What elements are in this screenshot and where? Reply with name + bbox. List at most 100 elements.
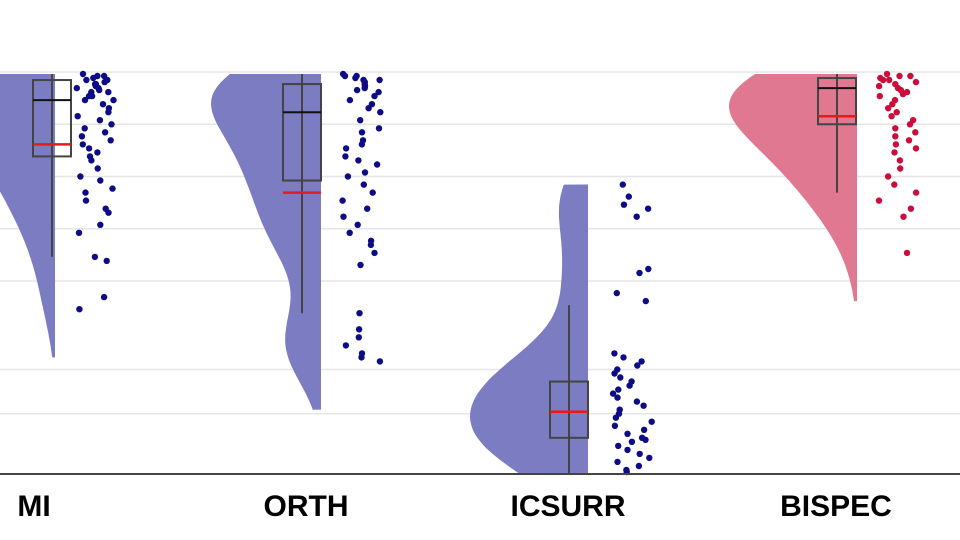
data-point-orth	[375, 125, 383, 132]
data-point-bispec	[891, 149, 898, 156]
data-point-bispec	[896, 157, 904, 164]
data-point-orth	[358, 129, 366, 136]
data-point-orth	[346, 229, 353, 236]
data-point-bispec	[892, 125, 899, 132]
data-point-orth	[376, 76, 383, 84]
data-point-orth	[342, 342, 350, 349]
box-bispec	[817, 77, 857, 126]
density-orth	[211, 74, 321, 410]
data-point-mi	[108, 121, 115, 128]
data-point-icsurr	[624, 430, 631, 437]
data-point-orth	[355, 334, 362, 341]
data-point-bispec	[899, 90, 907, 98]
data-point-mi	[73, 84, 81, 92]
data-point-icsurr	[625, 193, 632, 200]
data-point-bispec	[888, 113, 895, 120]
data-point-orth	[361, 84, 368, 92]
data-point-mi	[82, 189, 89, 196]
data-point-orth	[357, 261, 364, 269]
data-point-bispec	[886, 76, 893, 84]
data-point-mi	[82, 197, 90, 204]
data-point-icsurr	[642, 436, 649, 443]
data-point-icsurr	[611, 370, 618, 377]
data-point-icsurr	[620, 201, 628, 208]
data-point-bispec	[912, 189, 920, 196]
category-label-bispec: BISPEC	[780, 490, 892, 523]
data-point-orth	[340, 213, 347, 220]
data-point-icsurr	[633, 213, 640, 220]
data-point-icsurr	[640, 426, 648, 433]
data-point-orth	[346, 96, 354, 104]
grid-layer	[0, 71, 960, 415]
data-point-icsurr	[609, 390, 617, 397]
data-point-icsurr	[648, 418, 655, 425]
data-point-orth	[341, 72, 349, 80]
data-point-bispec	[889, 101, 896, 108]
data-point-mi	[81, 96, 89, 104]
data-point-orth	[365, 105, 372, 112]
data-point-icsurr	[624, 446, 631, 454]
data-point-bispec	[912, 145, 920, 152]
data-point-bispec	[903, 249, 911, 257]
data-point-mi	[103, 257, 110, 265]
data-point-bispec	[875, 82, 883, 90]
density-bispec	[729, 74, 857, 302]
data-point-mi	[88, 157, 95, 164]
data-point-mi	[83, 76, 90, 84]
data-point-bispec	[912, 78, 920, 86]
data-point-icsurr	[640, 402, 647, 409]
data-point-mi	[100, 293, 108, 301]
data-point-bispec	[892, 141, 900, 148]
data-point-mi	[107, 137, 114, 144]
data-point-orth	[344, 173, 352, 180]
data-point-icsurr	[636, 269, 643, 277]
data-point-orth	[339, 197, 346, 204]
data-point-orth	[360, 181, 367, 188]
data-point-orth	[376, 358, 384, 365]
data-point-icsurr	[644, 205, 652, 212]
data-point-orth	[369, 189, 376, 196]
data-point-orth	[364, 205, 371, 212]
data-point-orth	[358, 141, 366, 148]
data-point-mi	[109, 185, 116, 192]
data-point-bispec	[879, 76, 887, 84]
data-point-bispec	[906, 121, 914, 128]
data-point-bispec	[876, 92, 883, 100]
density-mi	[0, 74, 55, 358]
data-point-orth	[371, 92, 378, 100]
data-point-bispec	[907, 72, 914, 80]
data-point-mi	[97, 221, 104, 228]
data-point-icsurr	[612, 414, 620, 421]
data-point-icsurr	[611, 422, 619, 429]
data-point-mi	[96, 117, 104, 124]
data-point-orth	[377, 109, 384, 116]
data-point-bispec	[893, 109, 900, 116]
data-point-orth	[355, 157, 362, 164]
data-point-icsurr	[615, 442, 622, 450]
data-point-orth	[342, 153, 349, 160]
data-point-mi	[101, 129, 109, 136]
data-point-mi	[77, 173, 84, 180]
data-point-orth	[342, 145, 350, 152]
data-point-icsurr	[611, 350, 618, 357]
point-layer	[73, 70, 920, 476]
category-label-mi: MI	[17, 490, 50, 523]
data-point-mi	[76, 306, 83, 313]
data-point-orth	[373, 161, 381, 168]
data-point-icsurr	[646, 454, 653, 462]
data-point-mi	[101, 78, 108, 86]
data-point-mi	[78, 133, 86, 140]
data-point-bispec	[883, 70, 891, 78]
data-point-mi	[105, 209, 112, 216]
data-point-icsurr	[615, 386, 622, 393]
data-point-icsurr	[626, 382, 633, 389]
data-point-bispec	[892, 133, 899, 140]
data-point-icsurr	[642, 297, 649, 305]
data-point-orth	[367, 241, 375, 249]
data-point-mi	[79, 70, 87, 78]
data-point-mi	[79, 141, 87, 148]
data-point-bispec	[897, 165, 904, 172]
data-point-icsurr	[620, 354, 627, 361]
